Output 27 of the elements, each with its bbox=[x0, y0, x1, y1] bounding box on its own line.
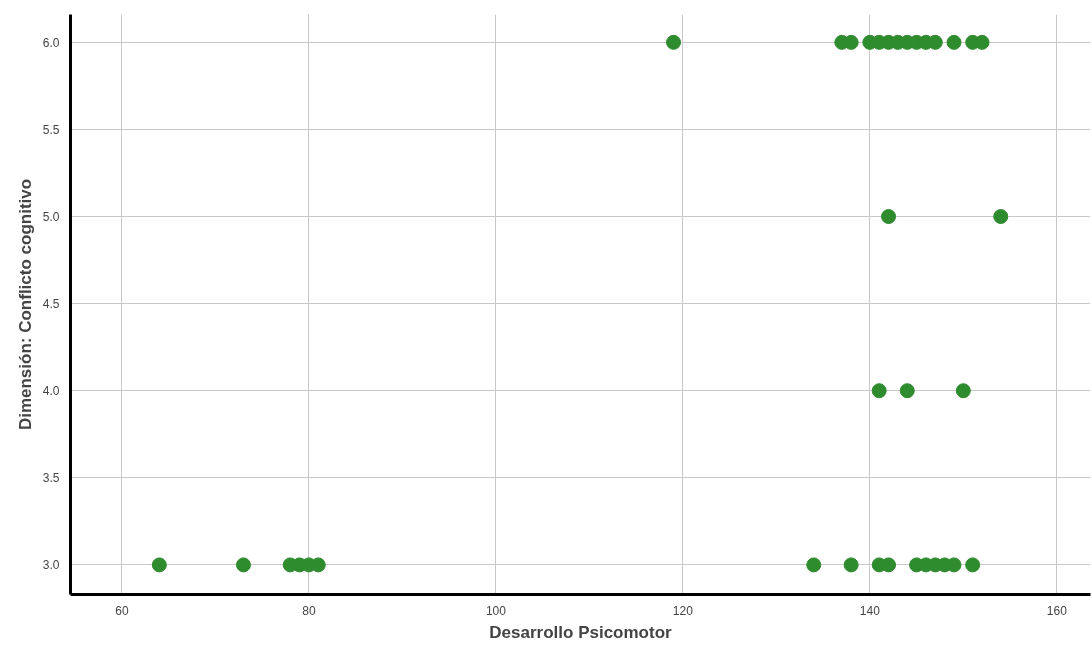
point bbox=[151, 557, 167, 573]
y-tick-label: 5.0 bbox=[42, 210, 60, 225]
point bbox=[946, 34, 962, 50]
point bbox=[965, 557, 981, 573]
point bbox=[666, 34, 682, 50]
x-tick-label: 100 bbox=[485, 603, 507, 618]
x-axis-title: Desarrollo Psicomotor bbox=[489, 622, 673, 642]
point bbox=[871, 383, 887, 399]
y-tick-label: 4.5 bbox=[42, 297, 60, 312]
point bbox=[955, 383, 971, 399]
point bbox=[993, 209, 1009, 225]
y-tick-label: 4.0 bbox=[42, 384, 60, 399]
y-tick-label: 3.5 bbox=[42, 471, 60, 486]
y-tick-label: 3.0 bbox=[42, 558, 60, 573]
point bbox=[899, 383, 915, 399]
y-axis-title: Dimensión: Conflicto cognitivo bbox=[15, 178, 35, 431]
x-tick-label: 120 bbox=[672, 603, 694, 618]
point bbox=[806, 557, 822, 573]
x-tick-label: 80 bbox=[302, 603, 316, 618]
y-tick-label: 6.0 bbox=[42, 35, 60, 50]
x-tick-label: 60 bbox=[115, 603, 129, 618]
x-tick-label: 140 bbox=[859, 603, 881, 618]
point bbox=[235, 557, 251, 573]
y-tick-label: 5.5 bbox=[42, 122, 60, 137]
point bbox=[843, 557, 859, 573]
point bbox=[881, 209, 897, 225]
x-tick-label: 160 bbox=[1046, 603, 1068, 618]
